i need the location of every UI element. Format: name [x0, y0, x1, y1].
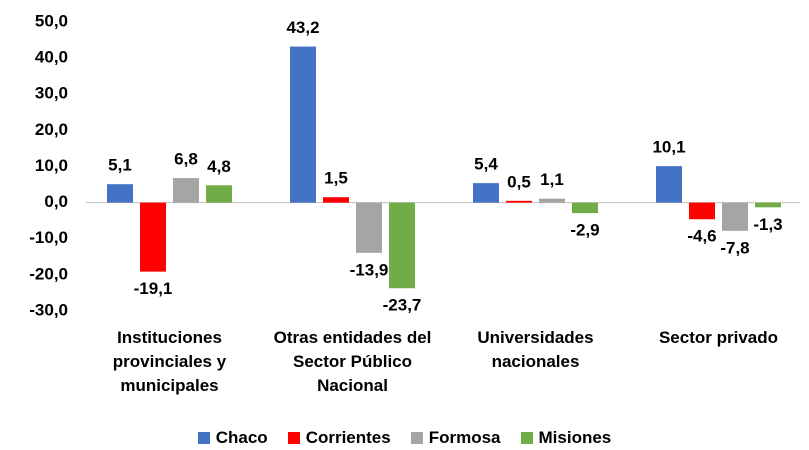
- x-tick-label: Universidades nacionales: [477, 328, 594, 371]
- y-tick-label: 30,0: [35, 84, 68, 103]
- data-label: -7,8: [720, 238, 749, 257]
- bar: [506, 200, 532, 203]
- data-label: 43,2: [286, 18, 319, 37]
- bar: [722, 202, 748, 231]
- legend-swatch: [520, 432, 533, 444]
- data-label: -19,1: [134, 279, 173, 298]
- data-label: -23,7: [383, 296, 422, 315]
- bar: [389, 202, 415, 289]
- y-tick-label: -30,0: [29, 300, 68, 319]
- legend-swatch: [197, 432, 210, 444]
- bar: [356, 202, 382, 253]
- x-tick-label: Instituciones provinciales y municipales: [112, 328, 227, 395]
- data-label: 0,5: [507, 172, 531, 191]
- y-tick-label: -10,0: [29, 228, 68, 247]
- legend-item: Formosa: [410, 428, 501, 448]
- data-label: 1,1: [540, 170, 564, 189]
- data-label: 5,1: [108, 156, 132, 175]
- bar: [323, 197, 349, 203]
- data-label: 1,5: [324, 169, 348, 188]
- data-label: 10,1: [652, 138, 685, 157]
- legend-swatch: [287, 432, 300, 444]
- bar: [206, 185, 232, 203]
- data-label: -4,6: [687, 227, 716, 246]
- legend-label: Formosa: [428, 428, 501, 447]
- legend-item: Corrientes: [287, 428, 391, 448]
- y-tick-label: 40,0: [35, 48, 68, 67]
- y-tick-label: 0,0: [44, 192, 68, 211]
- bar: [755, 202, 781, 208]
- bar: [140, 202, 166, 272]
- bar: [656, 166, 682, 203]
- data-label: 4,8: [207, 157, 231, 176]
- legend-label: Chaco: [215, 428, 268, 447]
- data-label: 6,8: [174, 150, 198, 169]
- y-tick-label: 10,0: [35, 156, 68, 175]
- legend-swatch: [410, 432, 423, 444]
- x-tick-label: Otras entidades del Sector Público Nacio…: [273, 328, 432, 395]
- legend-item: Chaco: [197, 428, 268, 448]
- bar: [539, 198, 565, 203]
- x-tick-label: Sector privado: [658, 328, 779, 347]
- data-label: -2,9: [570, 221, 599, 240]
- bar: [473, 183, 499, 203]
- bar: [173, 178, 199, 203]
- y-tick-label: -20,0: [29, 264, 68, 283]
- legend-label: Corrientes: [305, 428, 391, 447]
- legend: Chaco Corrientes Formosa Misiones: [0, 428, 809, 448]
- bar: [107, 184, 133, 203]
- data-label: -1,3: [753, 215, 782, 234]
- data-label: 5,4: [474, 155, 498, 174]
- bar: [572, 202, 598, 214]
- legend-label: Misiones: [538, 428, 612, 447]
- y-tick-label: 50,0: [35, 11, 68, 30]
- data-label: -13,9: [350, 260, 389, 279]
- legend-item: Misiones: [520, 428, 612, 448]
- y-tick-label: 20,0: [35, 120, 68, 139]
- bar: [689, 202, 715, 220]
- bar: [290, 46, 316, 203]
